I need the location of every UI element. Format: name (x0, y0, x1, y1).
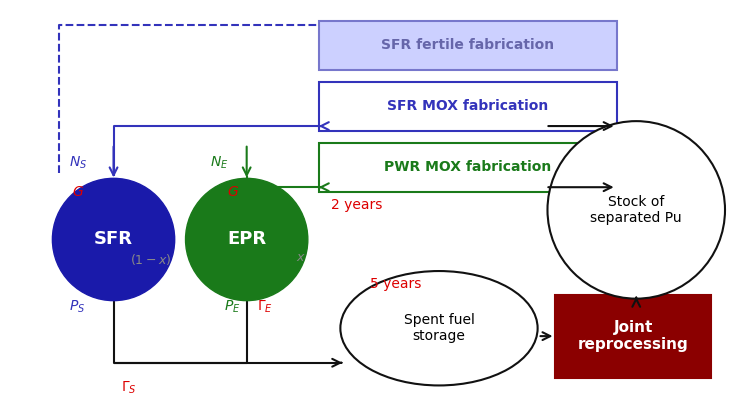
Circle shape (52, 178, 175, 301)
Text: Joint
reprocessing: Joint reprocessing (578, 320, 688, 352)
FancyBboxPatch shape (319, 143, 617, 192)
Text: $N_S$: $N_S$ (69, 154, 87, 171)
Text: $G$: $G$ (72, 185, 84, 199)
Text: $P_E$: $P_E$ (224, 298, 241, 315)
Ellipse shape (341, 271, 537, 385)
FancyBboxPatch shape (556, 295, 711, 378)
Text: EPR: EPR (227, 230, 266, 248)
Text: 2 years: 2 years (330, 198, 382, 212)
Text: $\Gamma_S$: $\Gamma_S$ (121, 379, 137, 396)
Text: $x$: $x$ (296, 251, 306, 264)
Ellipse shape (548, 121, 725, 299)
Text: $N_E$: $N_E$ (210, 154, 229, 171)
FancyBboxPatch shape (319, 21, 617, 70)
Text: SFR MOX fabrication: SFR MOX fabrication (387, 99, 548, 114)
Text: SFR: SFR (94, 230, 133, 248)
Text: SFR fertile fabrication: SFR fertile fabrication (381, 38, 554, 52)
Text: $G$: $G$ (227, 185, 239, 199)
Text: 5 years: 5 years (370, 277, 421, 291)
Text: $\Gamma_E$: $\Gamma_E$ (257, 298, 272, 315)
Text: $(1-x)$: $(1-x)$ (131, 252, 172, 267)
Text: PWR MOX fabrication: PWR MOX fabrication (384, 160, 551, 175)
FancyBboxPatch shape (319, 82, 617, 131)
Text: Stock of
separated Pu: Stock of separated Pu (590, 195, 682, 225)
Text: Spent fuel
storage: Spent fuel storage (404, 313, 474, 343)
Circle shape (186, 178, 308, 301)
Text: $P_S$: $P_S$ (69, 298, 85, 315)
